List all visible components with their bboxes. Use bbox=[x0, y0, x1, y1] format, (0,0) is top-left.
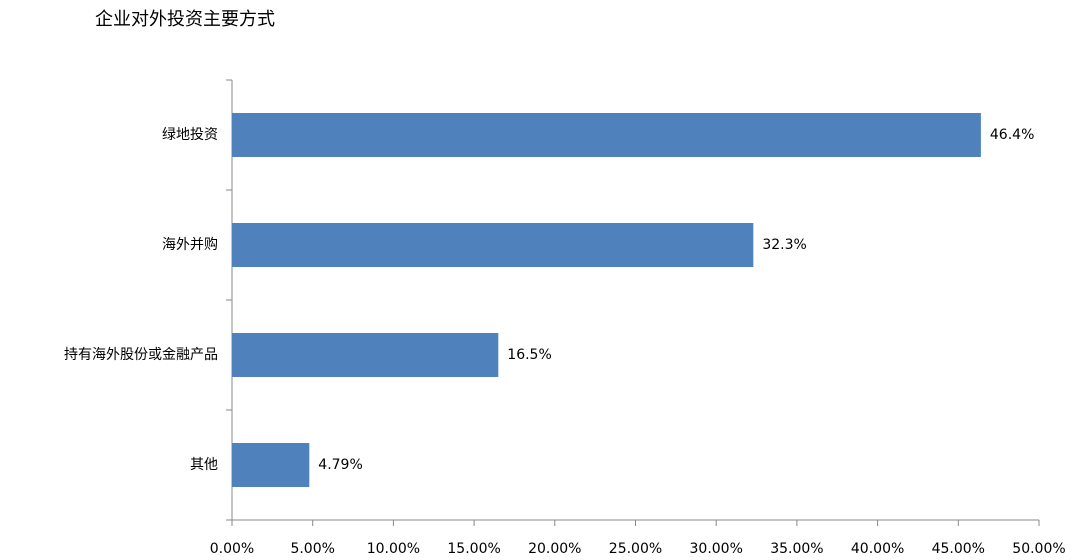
x-tick-label: 45.00% bbox=[932, 541, 985, 557]
x-tick-label: 25.00% bbox=[609, 541, 662, 557]
value-label: 46.4% bbox=[990, 127, 1034, 143]
bar bbox=[232, 223, 754, 267]
value-label: 4.79% bbox=[318, 457, 362, 473]
x-tick-label: 30.00% bbox=[690, 541, 743, 557]
chart-title: 企业对外投资主要方式 bbox=[95, 9, 275, 30]
y-tick-label: 绿地投资 bbox=[162, 127, 218, 143]
y-tick-label: 海外并购 bbox=[162, 237, 218, 253]
x-tick-label: 20.00% bbox=[528, 541, 581, 557]
x-tick-label: 15.00% bbox=[447, 541, 500, 557]
bar bbox=[232, 113, 981, 157]
y-tick-label: 其他 bbox=[190, 457, 218, 473]
x-tick-label: 40.00% bbox=[851, 541, 904, 557]
x-tick-label: 50.00% bbox=[1012, 541, 1065, 557]
x-tick-label: 5.00% bbox=[290, 541, 334, 557]
y-tick-label: 持有海外股份或金融产品 bbox=[64, 347, 218, 363]
bar bbox=[232, 333, 499, 377]
x-tick-label: 10.00% bbox=[367, 541, 420, 557]
x-tick-label: 35.00% bbox=[770, 541, 823, 557]
x-tick-label: 0.00% bbox=[210, 541, 254, 557]
value-label: 16.5% bbox=[507, 347, 551, 363]
value-label: 32.3% bbox=[762, 237, 806, 253]
bar bbox=[232, 443, 310, 487]
